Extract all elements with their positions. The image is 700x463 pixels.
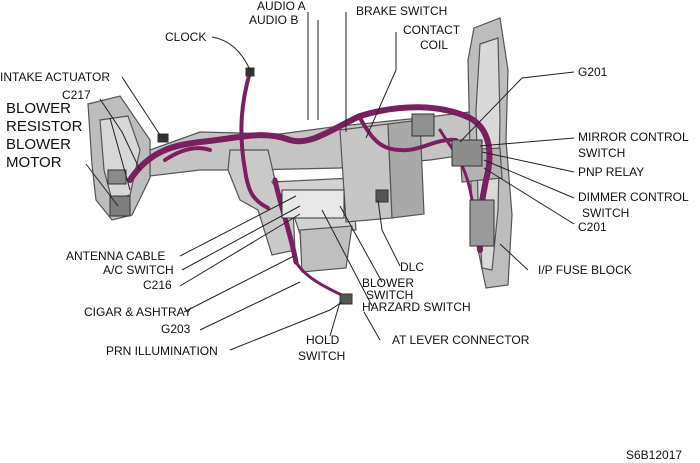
figure-id: S6B12017 bbox=[626, 448, 682, 462]
label-intake-actuator: INTAKE ACTUATOR bbox=[0, 70, 110, 84]
label-harzard-switch: HARZARD SWITCH bbox=[362, 300, 471, 314]
label-audio-a: AUDIO A bbox=[257, 0, 306, 13]
label-blower-resistor-1: BLOWER bbox=[6, 100, 71, 117]
label-hold-switch-1: HOLD bbox=[306, 333, 340, 347]
label-cigar-ashtray: CIGAR & ASHTRAY bbox=[84, 305, 192, 319]
label-dimmer-control-2: SWITCH bbox=[582, 206, 629, 220]
label-blower-motor-2: MOTOR bbox=[6, 154, 62, 171]
label-antenna-cable: ANTENNA CABLE bbox=[66, 249, 165, 263]
blower-motor-unit bbox=[109, 195, 131, 217]
blower-resistor-unit bbox=[107, 169, 127, 185]
label-contact-coil-1: CONTACT bbox=[403, 23, 461, 37]
at-lever-connector-part bbox=[339, 293, 353, 305]
label-brake-switch: BRAKE SWITCH bbox=[356, 4, 447, 18]
label-g203: G203 bbox=[161, 322, 191, 336]
label-at-lever-connector: AT LEVER CONNECTOR bbox=[392, 333, 530, 347]
label-dlc: DLC bbox=[400, 260, 424, 274]
label-pnp-relay: PNP RELAY bbox=[578, 165, 644, 179]
relay-cluster bbox=[451, 139, 483, 167]
contact-coil-part bbox=[411, 113, 435, 137]
label-mirror-control-2: SWITCH bbox=[578, 146, 625, 160]
label-blower-motor-1: BLOWER bbox=[6, 136, 71, 153]
leader-lines bbox=[85, 12, 575, 351]
label-ac-switch: A/C SWITCH bbox=[103, 263, 174, 277]
label-c217: C217 bbox=[62, 88, 91, 102]
dlc-connector bbox=[375, 189, 389, 203]
fuse-block bbox=[469, 199, 495, 247]
label-blower-switch-2: SWITCH bbox=[366, 288, 413, 302]
components bbox=[107, 67, 495, 305]
label-mirror-control-1: MIRROR CONTROL bbox=[578, 130, 689, 144]
label-blower-switch-1: BLOWER bbox=[362, 276, 414, 290]
label-contact-coil-2: COIL bbox=[420, 38, 448, 52]
label-clock: CLOCK bbox=[165, 30, 206, 44]
label-prn-illumination: PRN ILLUMINATION bbox=[106, 344, 218, 358]
label-audio-b: AUDIO B bbox=[249, 13, 298, 27]
intake-actuator-connector bbox=[157, 133, 169, 143]
instrument-panel-frame bbox=[87, 17, 513, 289]
label-hold-switch-2: SWITCH bbox=[298, 349, 345, 363]
label-blower-resistor-2: RESISTOR bbox=[6, 118, 83, 135]
right-center-block bbox=[339, 123, 393, 223]
label-ip-fuse-block: I/P FUSE BLOCK bbox=[538, 263, 632, 277]
label-c216: C216 bbox=[143, 278, 172, 292]
label-c201: C201 bbox=[578, 220, 607, 234]
clock-connector bbox=[245, 67, 255, 77]
radio-opening bbox=[281, 189, 345, 219]
label-g201: G201 bbox=[578, 65, 608, 79]
label-dimmer-control-1: DIMMER CONTROL bbox=[578, 190, 689, 204]
